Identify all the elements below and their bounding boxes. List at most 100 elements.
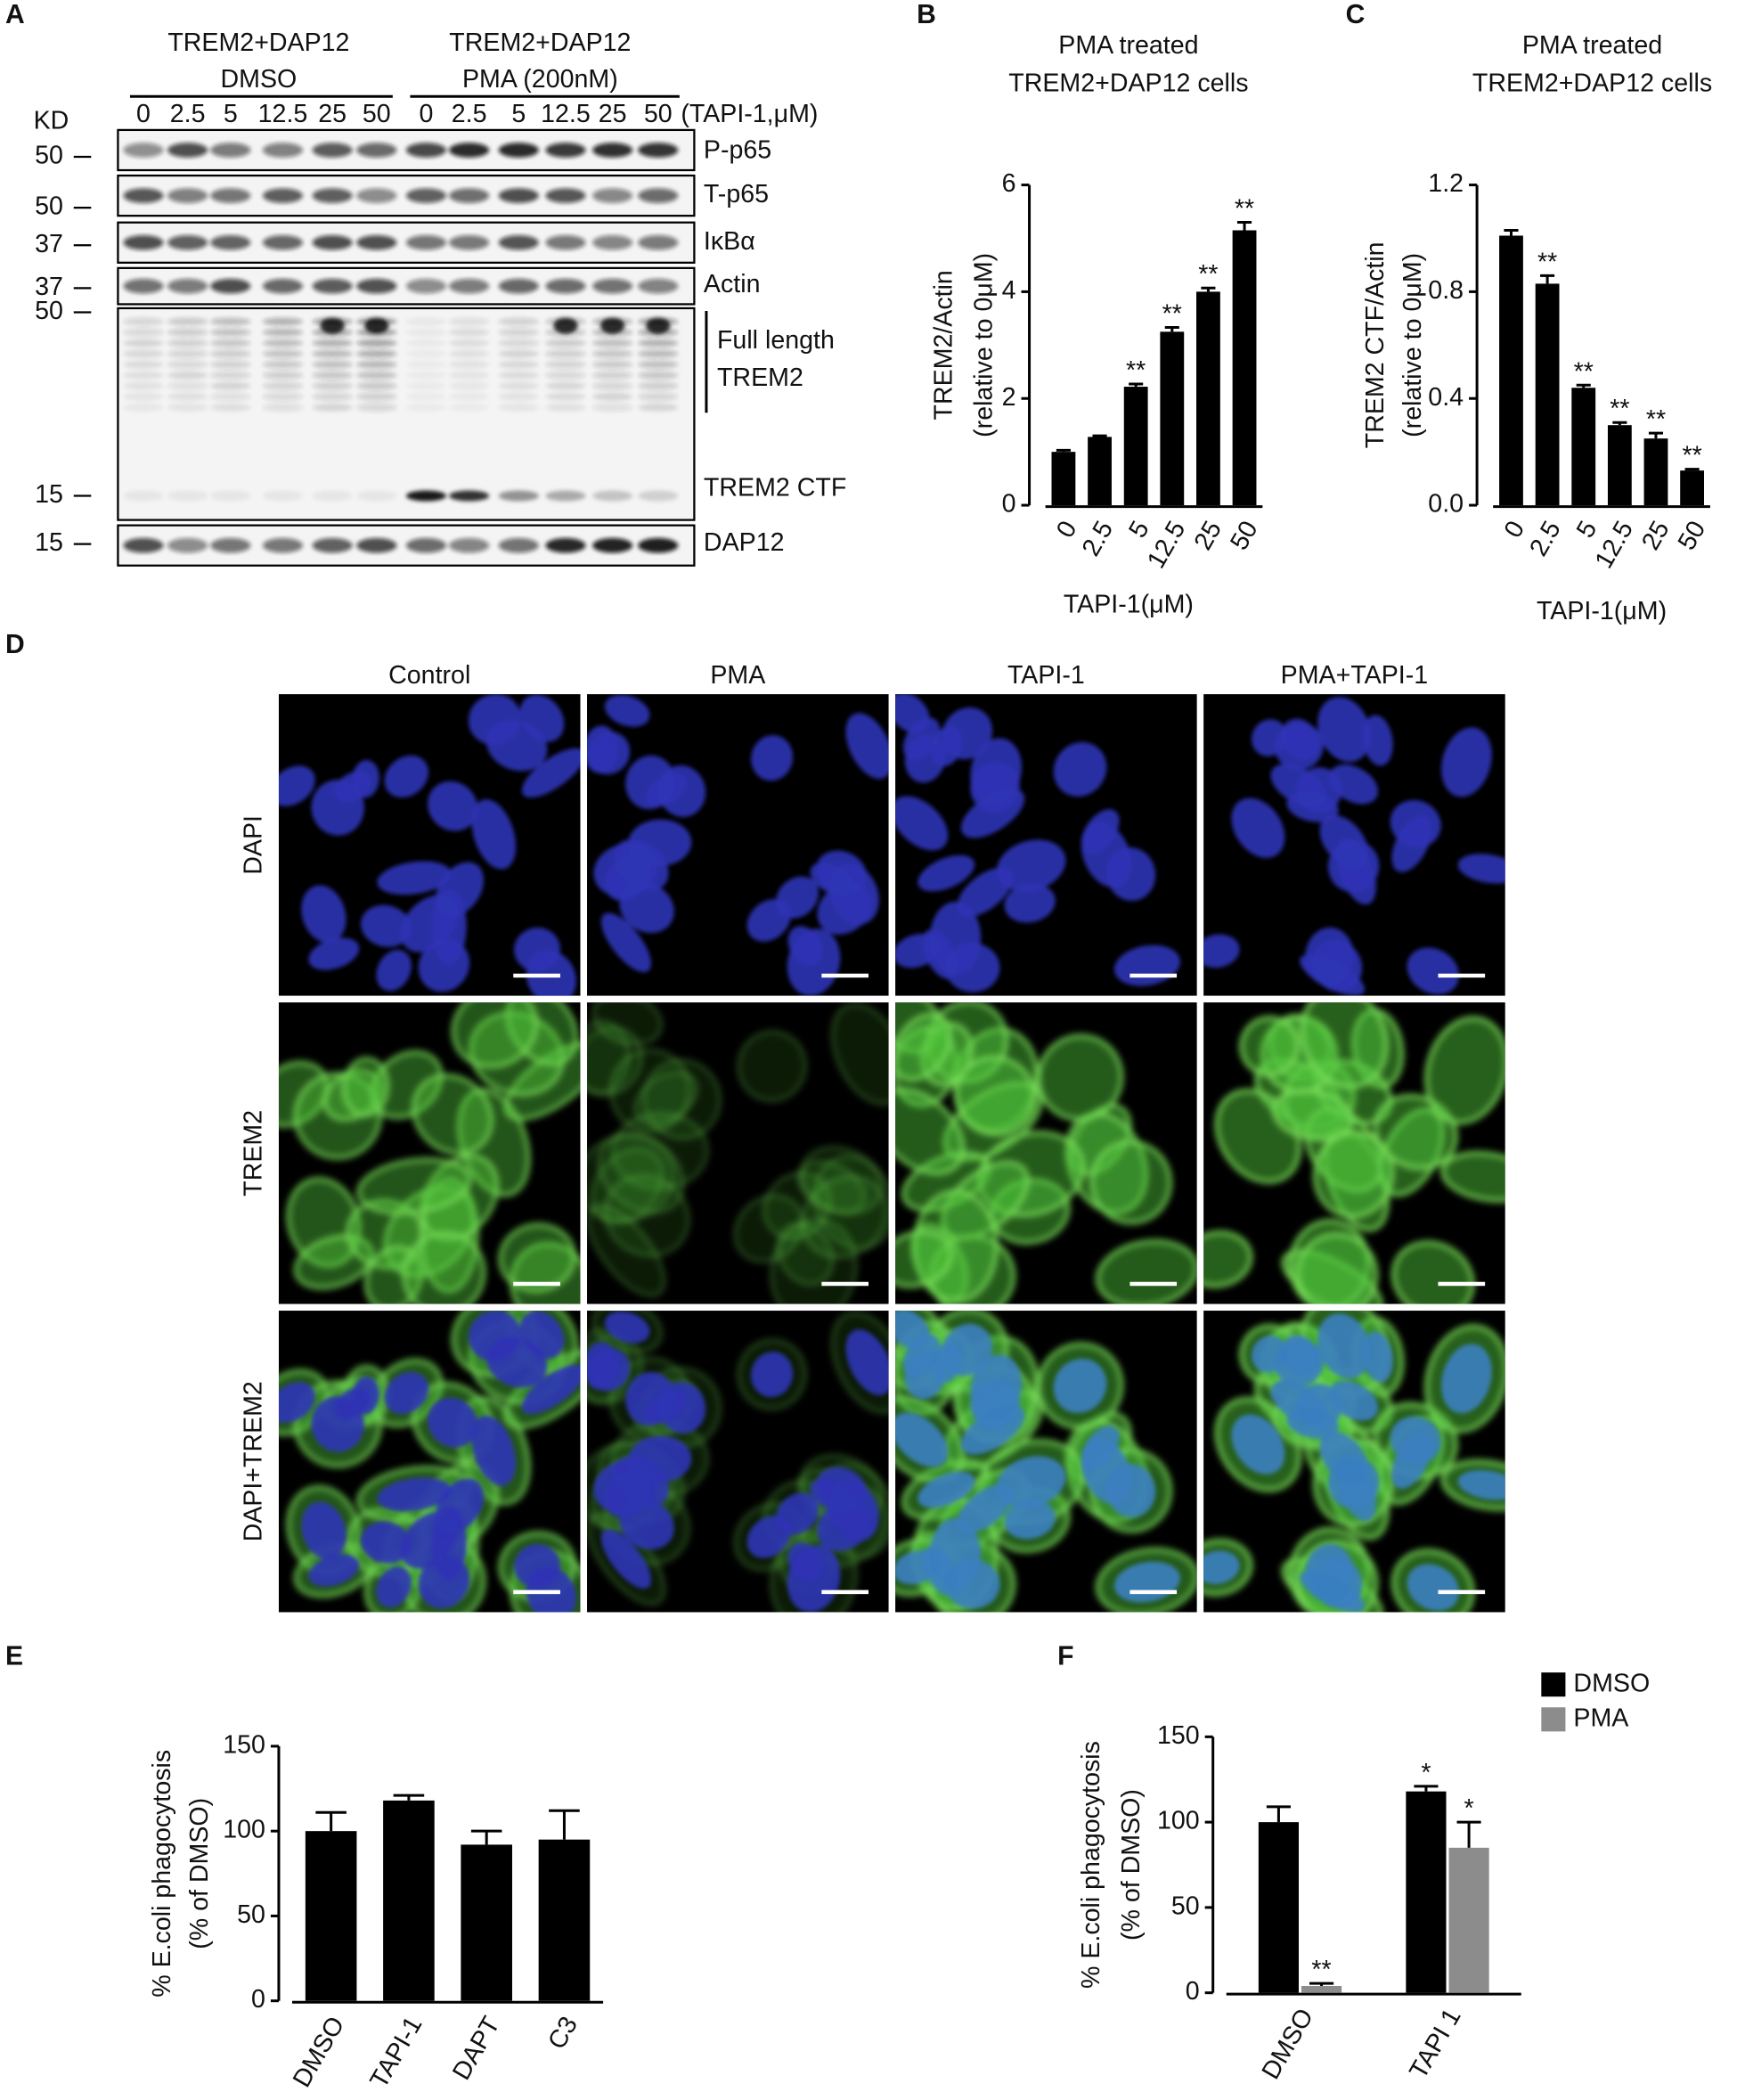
column-label: PMA+TAPI-1 xyxy=(1281,661,1428,690)
band xyxy=(405,392,447,401)
x-tick-label: C3 xyxy=(542,2012,583,2055)
band xyxy=(356,371,397,380)
band xyxy=(167,537,208,553)
bar xyxy=(1196,291,1220,506)
significance: ** xyxy=(1610,395,1629,423)
blot-row-label: Actin xyxy=(704,270,761,298)
micrograph-content xyxy=(895,1002,1197,1304)
dapi-signal xyxy=(278,694,581,996)
panel-letter: F xyxy=(1057,1642,1073,1671)
x-tick-label: TAPI 1 xyxy=(1404,2004,1466,2084)
panel-letter: B xyxy=(917,0,936,29)
y-tick-label: 0.8 xyxy=(1428,276,1464,305)
band xyxy=(405,188,447,203)
x-tick-label: 0 xyxy=(1498,516,1530,543)
band xyxy=(356,392,397,401)
trem2-signal xyxy=(587,1002,889,1304)
y-tick-label: 6 xyxy=(1002,169,1016,198)
column-label: TAPI-1 xyxy=(1007,661,1085,690)
band xyxy=(167,349,208,358)
band xyxy=(498,339,539,347)
y-axis-label: (relative to 0μM) xyxy=(1399,253,1427,437)
trem2-cell xyxy=(895,1012,952,1082)
trem2-signal xyxy=(895,1002,1197,1304)
nucleus xyxy=(917,1471,975,1508)
blot-row-label: T-p65 xyxy=(704,180,769,208)
nucleus xyxy=(1004,883,1056,923)
band xyxy=(262,143,304,158)
band xyxy=(210,490,251,502)
band xyxy=(545,234,586,250)
trem2-cell xyxy=(1203,1230,1253,1288)
band xyxy=(262,537,304,553)
nucleus xyxy=(587,1348,631,1392)
significance: ** xyxy=(1198,260,1218,289)
band xyxy=(123,339,164,347)
nucleus xyxy=(625,1371,675,1426)
band xyxy=(262,339,304,347)
panel-letter: E xyxy=(5,1642,23,1671)
band xyxy=(638,349,679,358)
trem2-signal xyxy=(1203,1002,1505,1304)
trem2-cell xyxy=(1036,1034,1124,1122)
mw-marker: 50 xyxy=(35,142,63,170)
nucleus xyxy=(278,765,315,806)
chart-title: PMA treated xyxy=(1058,31,1198,60)
nucleus xyxy=(787,1542,823,1582)
nucleus xyxy=(1106,847,1156,902)
bar xyxy=(1643,438,1668,506)
band xyxy=(312,360,353,369)
nucleus xyxy=(1327,1456,1380,1509)
trem2-cell xyxy=(1313,1131,1395,1219)
band xyxy=(312,371,353,380)
blot-row-label: IκBα xyxy=(704,227,755,256)
band xyxy=(312,490,353,502)
band xyxy=(638,392,679,401)
nucleus xyxy=(418,1555,470,1609)
band xyxy=(638,537,679,553)
band xyxy=(592,392,633,401)
y-tick-label: 150 xyxy=(223,1730,265,1759)
band xyxy=(638,360,679,369)
mw-marker: 50 xyxy=(35,192,63,221)
band xyxy=(356,360,397,369)
nucleus xyxy=(817,1499,872,1551)
bar xyxy=(1535,283,1560,506)
band xyxy=(123,360,164,369)
nucleus xyxy=(917,854,975,892)
dapi-signal xyxy=(587,1311,889,1613)
bar xyxy=(461,1844,512,2001)
y-tick-label: 100 xyxy=(223,1816,265,1844)
nucleus xyxy=(428,1397,478,1448)
nucleus xyxy=(1441,1344,1492,1414)
band xyxy=(592,339,633,347)
trem2-cell xyxy=(954,1055,1037,1137)
x-tick-label: 25 xyxy=(1188,516,1227,555)
group-label: PMA (200nM) xyxy=(462,65,618,94)
nucleus xyxy=(471,1416,517,1486)
nucleus xyxy=(384,756,428,798)
band xyxy=(312,188,353,203)
band xyxy=(262,403,304,412)
nucleus xyxy=(1231,797,1285,858)
panel-letter: D xyxy=(5,630,25,659)
column-label: PMA xyxy=(710,661,765,690)
significance: ** xyxy=(1682,442,1701,470)
lane-label: 0 xyxy=(420,100,434,128)
legend-label: PMA xyxy=(1573,1704,1628,1732)
trem2-cell xyxy=(1271,1088,1354,1142)
nucleus xyxy=(619,882,674,934)
band xyxy=(210,328,251,337)
significance: ** xyxy=(1574,357,1594,386)
trem2-cell xyxy=(1295,1232,1379,1304)
lane-label: 50 xyxy=(363,100,391,128)
legend-label: DMSO xyxy=(1573,1669,1650,1697)
band xyxy=(312,234,353,250)
band xyxy=(123,381,164,390)
band xyxy=(405,371,447,380)
trem2-cell xyxy=(1300,1002,1389,1089)
y-tick-label: 150 xyxy=(1157,1721,1200,1750)
band xyxy=(545,278,586,294)
nucleus xyxy=(845,713,889,780)
dapi-signal xyxy=(895,694,1180,993)
